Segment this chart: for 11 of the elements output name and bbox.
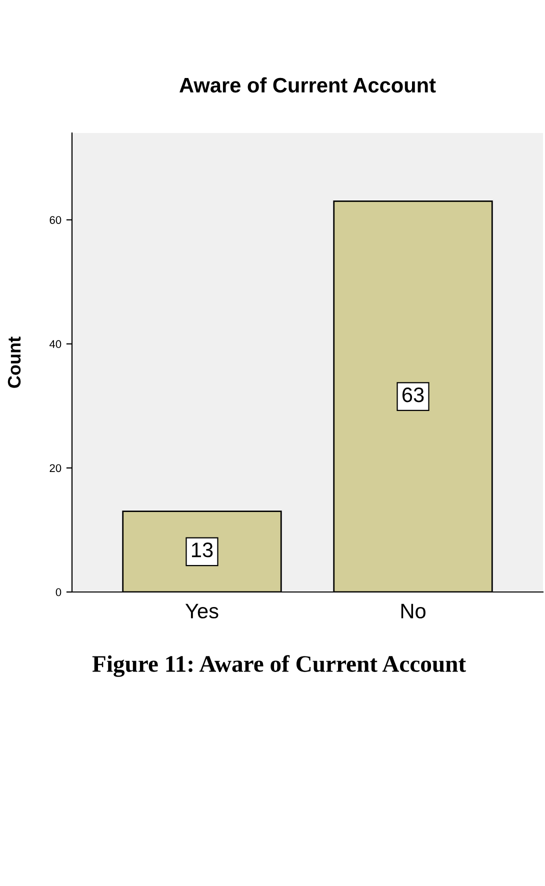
data-label: 13 bbox=[192, 542, 213, 558]
y-tick-label: 60 bbox=[50, 216, 62, 224]
chart-title: Aware of Current Account bbox=[180, 77, 436, 93]
caption: Figure 11: Aware of Current Account bbox=[92, 655, 466, 677]
data-label: 63 bbox=[402, 387, 424, 402]
x-tick-label: Yes bbox=[185, 604, 218, 618]
y-tick-label: 20 bbox=[50, 464, 62, 472]
y-tick-label: 40 bbox=[49, 340, 62, 348]
x-tick-label: No bbox=[401, 604, 426, 618]
y-axis-title: Count bbox=[8, 336, 21, 388]
y-tick-label: 0 bbox=[56, 588, 62, 596]
